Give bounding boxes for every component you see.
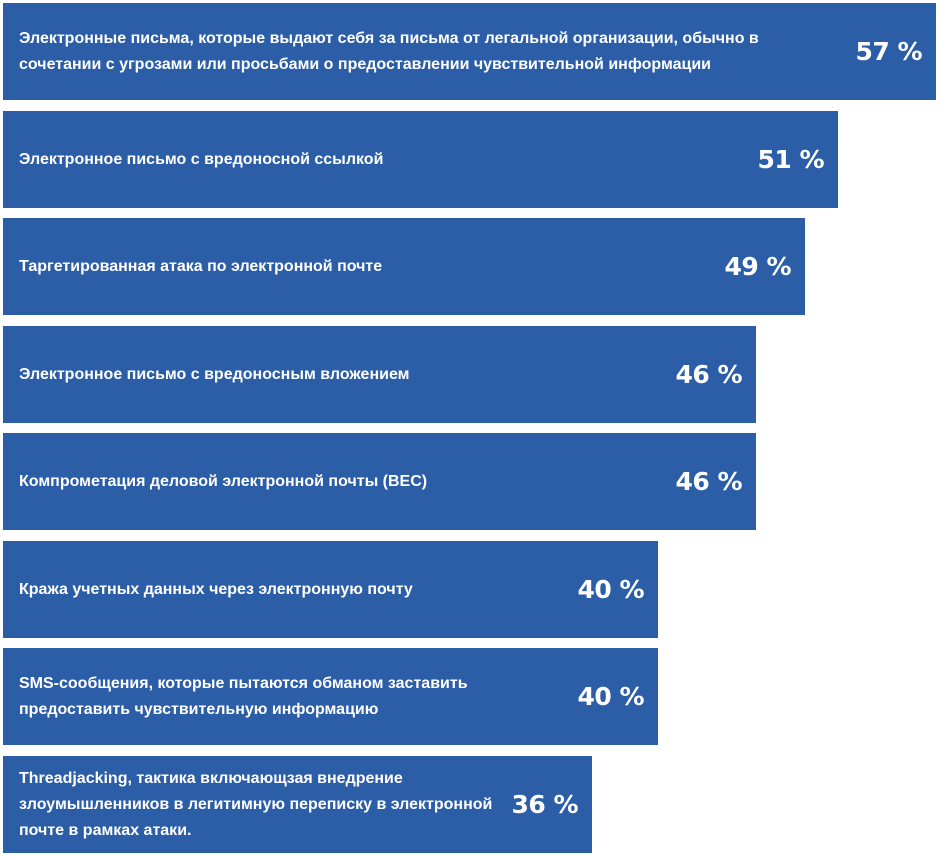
bar-value-label-8: 36 %	[511, 790, 578, 819]
bar-1: Электронные письма, которые выдают себя …	[3, 3, 936, 100]
bar-label-4: Электронное письмо с вредоносным вложени…	[19, 365, 410, 383]
bar-5: Компрометация деловой электронной почты …	[3, 433, 756, 530]
bar-label-6: Кража учетных данных через электронную п…	[19, 580, 413, 598]
bar-label-2: Электронное письмо с вредоносной ссылкой	[19, 150, 384, 168]
bar-value-label-5: 46 %	[675, 467, 742, 496]
bar-label-8: Threadjacking, тактика включающзая внедр…	[19, 769, 493, 839]
bar-4: Электронное письмо с вредоносным вложени…	[3, 326, 756, 423]
bar-label-3: Таргетированная атака по электронной поч…	[19, 257, 383, 275]
bar-6: Кража учетных данных через электронную п…	[3, 541, 658, 638]
bar-value-label-6: 40 %	[577, 575, 644, 604]
bar-3: Таргетированная атака по электронной поч…	[3, 218, 805, 315]
bar-value-label-2: 51 %	[757, 145, 824, 174]
bar-label-1: Электронные письма, которые выдают себя …	[19, 29, 759, 73]
bar-label-7: SMS-сообщения, которые пытаются обманом …	[19, 674, 468, 718]
bar-7: SMS-сообщения, которые пытаются обманом …	[3, 648, 658, 745]
bar-value-label-4: 46 %	[675, 360, 742, 389]
bar-label-5: Компрометация деловой электронной почты …	[19, 472, 428, 490]
bar-2: Электронное письмо с вредоносной ссылкой…	[3, 111, 838, 208]
bar-value-label-3: 49 %	[724, 252, 791, 281]
bar-value-label-7: 40 %	[577, 682, 644, 711]
bar-8: Threadjacking, тактика включающзая внедр…	[3, 756, 592, 853]
bar-value-label-1: 57 %	[855, 37, 922, 66]
